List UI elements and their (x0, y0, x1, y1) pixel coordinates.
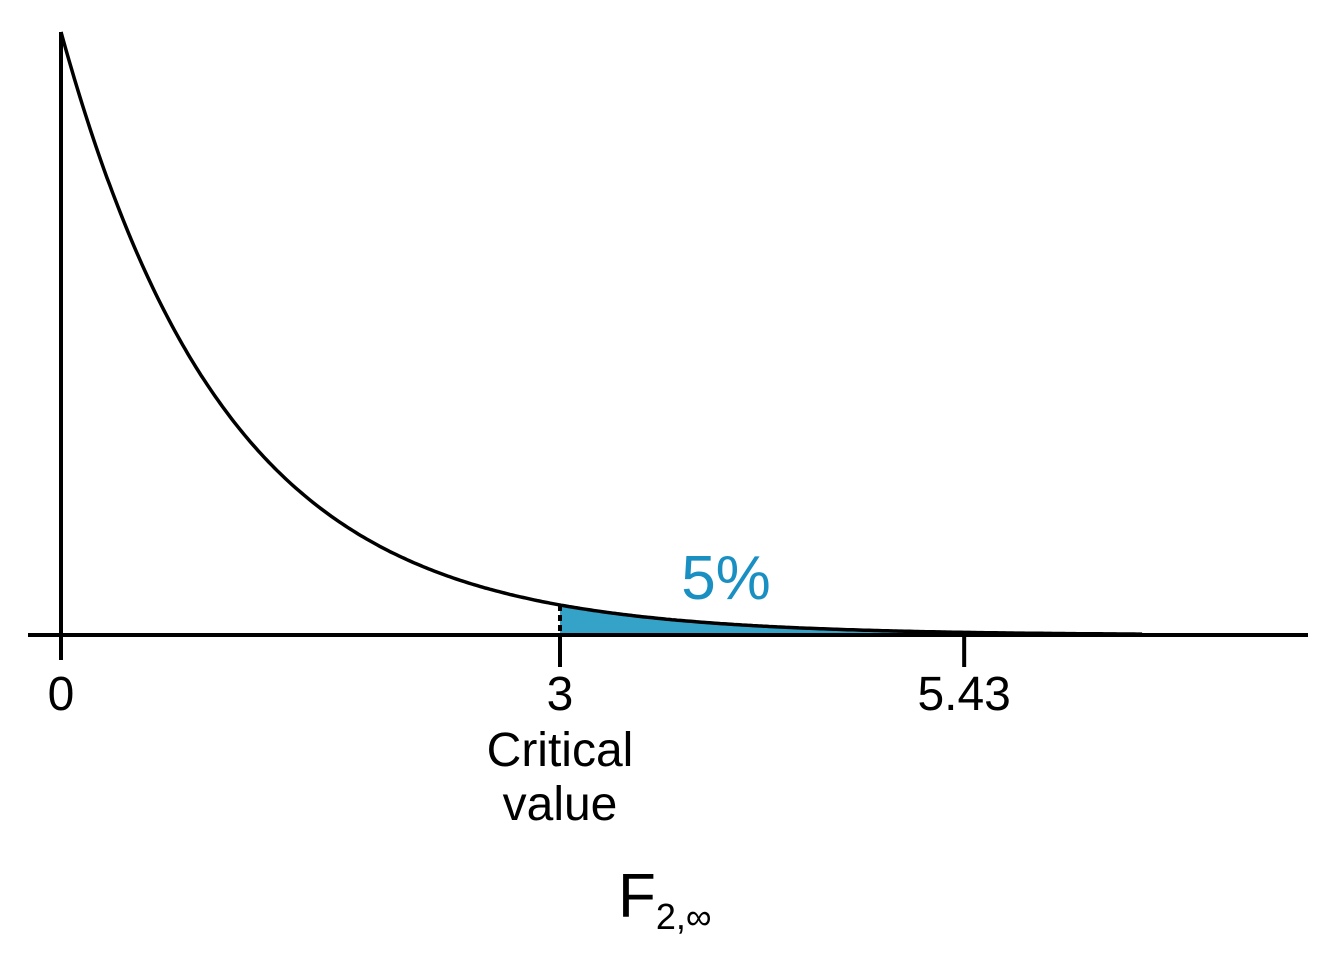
x-axis-title-subscript: 2,∞ (656, 896, 712, 937)
rejection-region-shade (559, 605, 1143, 635)
density-curve (59, 31, 1143, 636)
shaded-area-label: 5% (681, 544, 771, 613)
x-tick-label: 5.43 (917, 668, 1010, 721)
critical-label-line2: value (503, 778, 618, 831)
critical-label-line1: Critical (487, 724, 634, 777)
x-tick-label: 3 (547, 668, 574, 721)
x-axis-title-main: F (618, 862, 656, 931)
x-axis-title: F2,∞ (618, 862, 712, 937)
x-tick-label: 0 (48, 668, 75, 721)
